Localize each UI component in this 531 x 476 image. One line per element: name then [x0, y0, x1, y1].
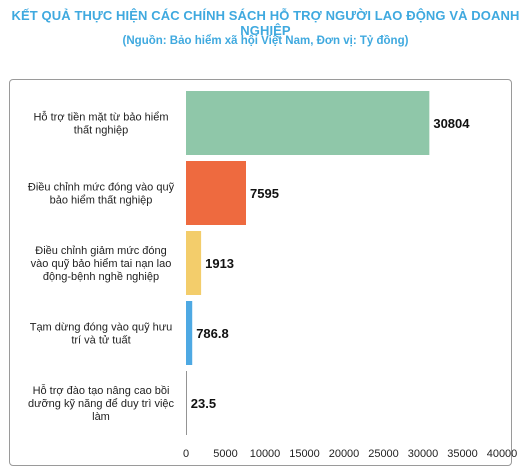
x-tick-label-9: 40000 [487, 448, 518, 460]
category-label-4-line-2: trí và tử tuất [71, 335, 130, 347]
category-label-3-line-1: Điều chỉnh giảm mức đóng [35, 245, 166, 257]
data-label-1: 30804 [433, 116, 470, 131]
category-label-5-line-1: Hỗ trợ đào tạo nâng cao bồi [33, 384, 170, 397]
x-tick-label-7: 30000 [408, 448, 439, 460]
data-label-2: 7595 [250, 186, 279, 201]
bar-5 [186, 371, 187, 435]
x-tick-label-3: 10000 [250, 448, 281, 460]
category-label-1-line-2: thất nghiệp [74, 125, 128, 137]
x-tick-label-8: 35000 [447, 448, 478, 460]
category-label-4-line-1: Tạm dừng đóng vào quỹ hưu [30, 322, 173, 334]
category-label-5-line-3: làm [92, 411, 110, 423]
x-tick-label-1: 0 [183, 448, 189, 460]
x-tick-label-4: 15000 [289, 448, 320, 460]
x-tick-label-2: 5000 [213, 448, 237, 460]
bar-2 [186, 161, 247, 225]
category-label-3-line-2: vào quỹ bảo hiểm tai nạn lao [31, 258, 172, 270]
chart-title: KẾT QUẢ THỰC HIỆN CÁC CHÍNH SÁCH HỖ TRỢ … [11, 8, 520, 38]
category-label-5-line-2: dưỡng kỹ năng để duy trì việc [28, 398, 175, 410]
data-label-3: 1913 [205, 256, 234, 271]
bar-1 [186, 91, 430, 155]
category-label-2-line-1: Điều chỉnh mức đóng vào quỹ [28, 182, 175, 194]
category-label-1-line-1: Hỗ trợ tiền mặt từ bảo hiểm [33, 111, 168, 124]
x-tick-label-6: 25000 [368, 448, 399, 460]
data-label-4: 786.8 [196, 326, 229, 341]
bar-3 [186, 231, 202, 295]
bar-4 [186, 301, 193, 365]
data-label-5: 23.5 [191, 396, 216, 411]
chart-frame [9, 79, 512, 466]
category-label-2-line-2: bảo hiểm thất nghiệp [50, 195, 153, 207]
chart-subtitle: (Nguồn: Bảo hiểm xã hội Việt Nam, Đơn vị… [122, 35, 409, 47]
category-label-3-line-3: động-bệnh nghề nghiệp [43, 271, 159, 283]
x-tick-label-5: 20000 [329, 448, 360, 460]
